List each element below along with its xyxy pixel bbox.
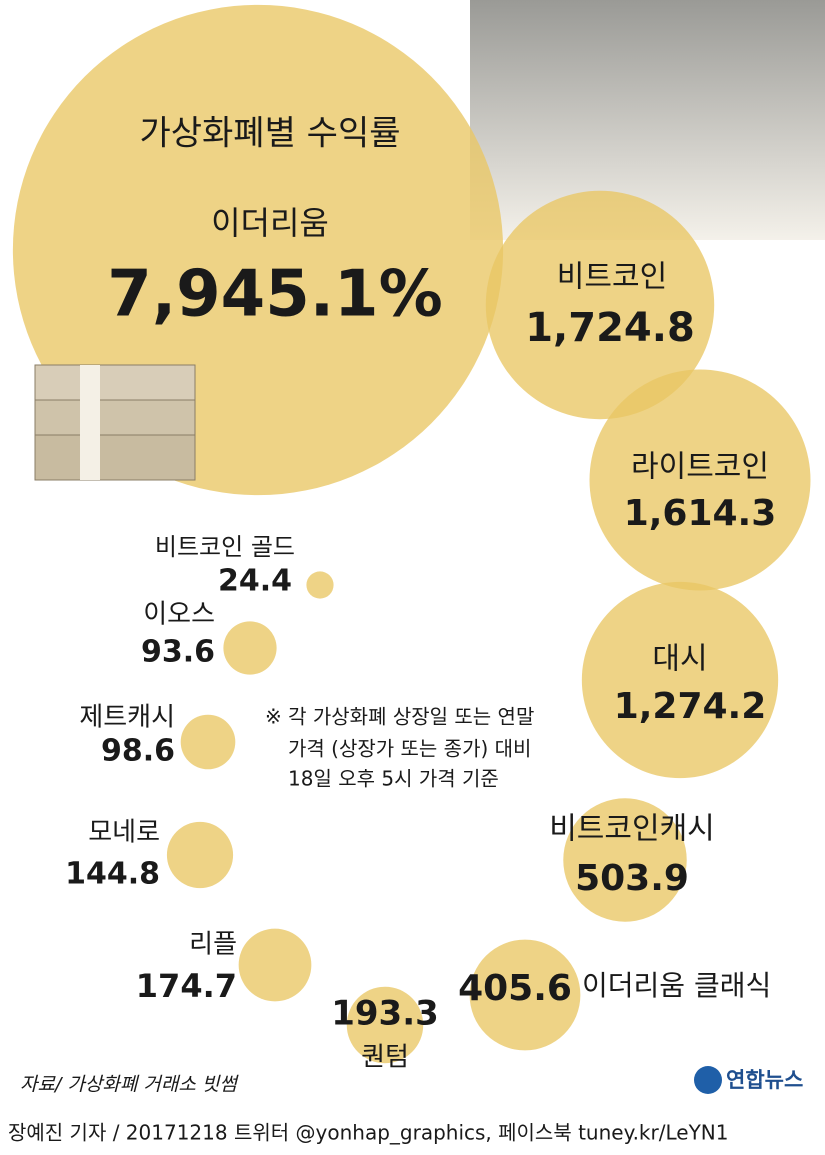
bubble [563,798,687,922]
bubble-name: 제트캐시 [79,703,175,733]
value-label: 1,614.3 [624,493,777,534]
note-line: 18일 오후 5시 가격 기준 [288,767,499,791]
bubble-name: 모네로 [88,818,160,848]
note-line: ※ 각 가상화폐 상장일 또는 연말 [265,705,534,729]
value-label: 93.6 [141,635,215,670]
bubbles [12,4,811,1064]
bubble-name: 비트코인 골드 [155,533,295,561]
chart-title: 가상화폐별 수익률 [139,114,400,154]
bubble [180,714,236,770]
bubble-name: 리플 [189,930,237,960]
bubble [581,581,779,779]
value-label: 1,274.2 [614,686,767,727]
bubble [346,986,424,1064]
bubble [485,190,715,420]
logo: 연합뉴스 [726,1068,803,1092]
bubble-name: 비트코인캐시 [549,812,715,847]
labels: 이더리움 7,945.1% 비트코인 1,724.8 라이트코인 1,614.3 대시 1,2… [65,204,776,1073]
bubble [306,571,334,599]
source: 자료/ 가상화폐 거래소 빗썸 [20,1074,239,1096]
value-label: 144.8 [65,857,160,892]
value-label: 7,945.1% [107,258,442,332]
value-label: 24.4 [218,564,292,599]
bubble [238,928,312,1002]
bubble [166,821,234,889]
bubble [469,939,581,1051]
note-line: 가격 (상장가 또는 종가) 대비 [288,737,531,761]
value-label: 98.6 [101,734,175,769]
value-label: 405.6 [458,968,572,1009]
bubble-name: 이더리움 [211,204,329,242]
bubble-name: 퀀텀 [361,1043,409,1073]
bubble [589,369,811,591]
bubble-name: 라이트코인 [631,450,769,485]
bubble-name: 대시 [652,642,707,677]
cash-stack [34,364,196,481]
bubble [223,621,277,675]
bubble-name: 비트코인 [557,260,667,295]
bubble-name: 이오스 [143,600,215,630]
value-label: 174.7 [136,967,237,1005]
value-label: 1,724.8 [525,305,695,351]
value-label: 503.9 [575,858,689,899]
credit: 장예진 기자 / 20171218 트위터 @yonhap_graphics, … [8,1121,728,1145]
money-photo [470,0,825,240]
logo-icon [694,1066,722,1094]
bubble-name: 이더리움 클래식 [582,969,771,1002]
value-label: 193.3 [331,994,439,1034]
